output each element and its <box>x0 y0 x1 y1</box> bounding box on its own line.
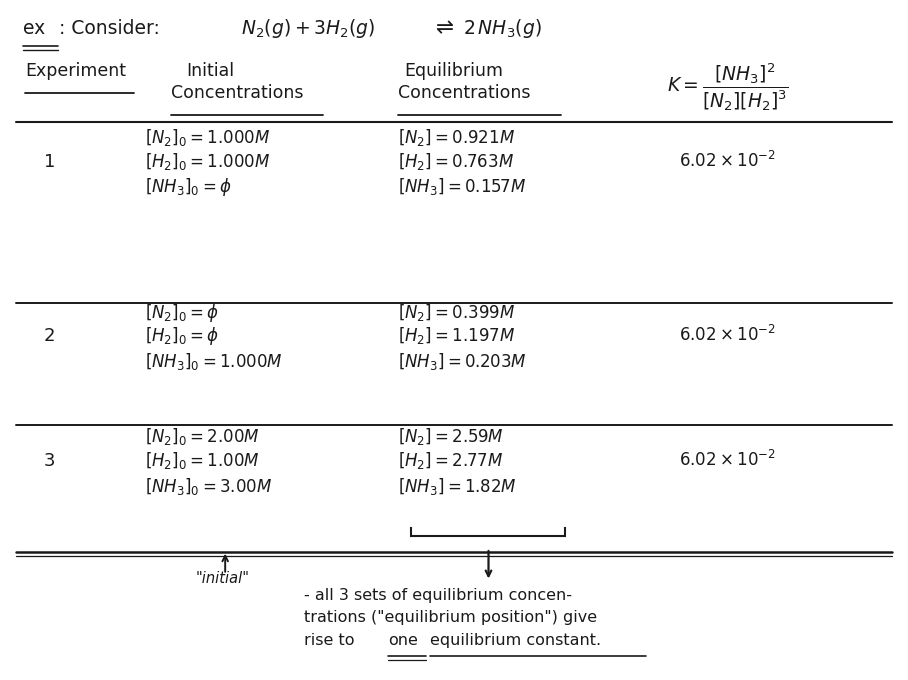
Text: $[H_2]_0 = \phi$: $[H_2]_0 = \phi$ <box>145 325 220 347</box>
Text: $[H_2] = 2.77M$: $[H_2] = 2.77M$ <box>398 449 503 471</box>
Text: $[N_2]_0 = \phi$: $[N_2]_0 = \phi$ <box>145 301 220 324</box>
Text: 1: 1 <box>44 152 55 171</box>
Text: $[H_2]_0 = 1.000M$: $[H_2]_0 = 1.000M$ <box>145 150 271 171</box>
Text: Equilibrium: Equilibrium <box>404 62 503 80</box>
Text: rise to: rise to <box>304 632 360 647</box>
Text: Concentrations: Concentrations <box>398 84 530 102</box>
Text: $[N_2] = 2.59M$: $[N_2] = 2.59M$ <box>398 426 503 447</box>
Text: $[NH_3] = 0.203M$: $[NH_3] = 0.203M$ <box>398 351 527 372</box>
Text: equilibrium constant.: equilibrium constant. <box>430 632 601 647</box>
Text: $[N_2]_0 = 1.000M$: $[N_2]_0 = 1.000M$ <box>145 126 271 148</box>
Text: $[H_2] = 1.197M$: $[H_2] = 1.197M$ <box>398 325 515 346</box>
Text: $N_2(g) + 3H_2(g)$: $N_2(g) + 3H_2(g)$ <box>241 17 375 40</box>
Text: $6.02 \times 10^{-2}$: $6.02 \times 10^{-2}$ <box>679 449 776 470</box>
Text: : Consider:: : Consider: <box>59 19 160 38</box>
Text: 2: 2 <box>44 327 55 345</box>
Text: $[H_2]_0 = 1.00M$: $[H_2]_0 = 1.00M$ <box>145 449 260 471</box>
Text: Initial: Initial <box>186 62 234 80</box>
Text: $6.02 \times 10^{-2}$: $6.02 \times 10^{-2}$ <box>679 150 776 171</box>
Text: $[NH_3]_0 = \phi$: $[NH_3]_0 = \phi$ <box>145 176 232 199</box>
Text: $[N_2] = 0.399M$: $[N_2] = 0.399M$ <box>398 301 515 322</box>
Text: $[NH_3] = 1.82M$: $[NH_3] = 1.82M$ <box>398 475 517 496</box>
Text: $[NH_3]_0 = 3.00M$: $[NH_3]_0 = 3.00M$ <box>145 475 272 496</box>
Text: Concentrations: Concentrations <box>171 84 303 102</box>
Text: $[H_2] = 0.763M$: $[H_2] = 0.763M$ <box>398 150 514 171</box>
Text: $[N_2] = 0.921M$: $[N_2] = 0.921M$ <box>398 126 515 148</box>
Text: $[NH_3]_0 = 1.000M$: $[NH_3]_0 = 1.000M$ <box>145 351 283 372</box>
Text: - all 3 sets of equilibrium concen-: - all 3 sets of equilibrium concen- <box>304 588 572 602</box>
Text: one: one <box>388 632 418 647</box>
Text: $[N_2]_0 = 2.00M$: $[N_2]_0 = 2.00M$ <box>145 426 260 447</box>
Text: $2\,NH_3(g)$: $2\,NH_3(g)$ <box>463 17 542 40</box>
Text: "initial": "initial" <box>195 571 249 586</box>
Text: Experiment: Experiment <box>25 62 126 80</box>
Text: $[NH_3] = 0.157M$: $[NH_3] = 0.157M$ <box>398 176 526 197</box>
Text: $\rightleftharpoons$: $\rightleftharpoons$ <box>431 18 454 38</box>
Text: $6.02 \times 10^{-2}$: $6.02 \times 10^{-2}$ <box>679 325 776 345</box>
Text: ex: ex <box>23 19 45 38</box>
Text: 3: 3 <box>44 452 55 470</box>
Text: trations ("equilibrium position") give: trations ("equilibrium position") give <box>304 610 597 625</box>
Text: $K = \dfrac{[NH_3]^2}{[N_2][H_2]^3}$: $K = \dfrac{[NH_3]^2}{[N_2][H_2]^3}$ <box>667 61 789 113</box>
